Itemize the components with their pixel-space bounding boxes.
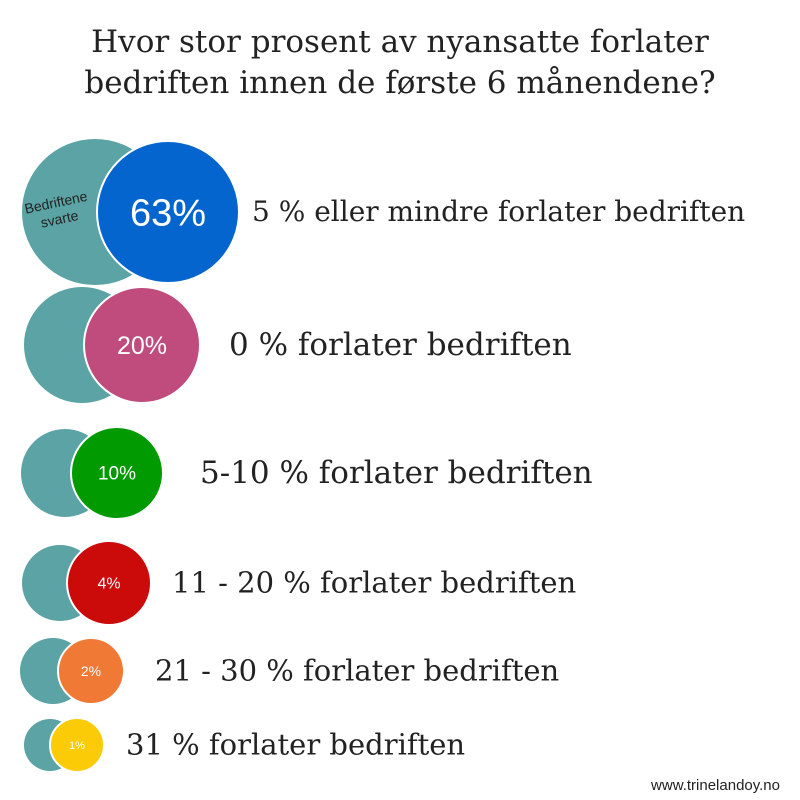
value-label-5: 1% bbox=[69, 740, 85, 752]
value-bubble-4 bbox=[57, 637, 125, 705]
value-label-2: 10% bbox=[98, 464, 136, 485]
category-label-2: 5-10 % forlater bedriften bbox=[200, 455, 593, 491]
category-label-3: 11 - 20 % forlater bedriften bbox=[172, 565, 576, 599]
value-bubble-0 bbox=[96, 140, 240, 284]
value-label-0: 63% bbox=[130, 192, 206, 234]
category-label-0: 5 % eller mindre forlater bedriften bbox=[252, 195, 745, 228]
category-label-5: 31 % forlater bedriften bbox=[126, 727, 465, 761]
value-label-1: 20% bbox=[117, 332, 167, 360]
category-label-1: 0 % forlater bedriften bbox=[229, 327, 572, 363]
chart-title: Hvor stor prosent av nyansatte forlater … bbox=[0, 22, 800, 104]
title-line-2: bedriften innen de første 6 månendene? bbox=[84, 65, 716, 101]
value-bubble-1 bbox=[83, 286, 201, 404]
title-line-1: Hvor stor prosent av nyansatte forlater bbox=[91, 24, 709, 60]
website-credit: www.trinelandoy.no bbox=[651, 777, 780, 794]
value-bubble-2 bbox=[70, 426, 164, 520]
category-label-4: 21 - 30 % forlater bedriften bbox=[155, 653, 559, 687]
value-label-4: 2% bbox=[81, 663, 101, 679]
value-bubble-5 bbox=[49, 717, 105, 773]
value-label-3: 4% bbox=[97, 576, 120, 593]
value-bubble-3 bbox=[66, 540, 152, 626]
